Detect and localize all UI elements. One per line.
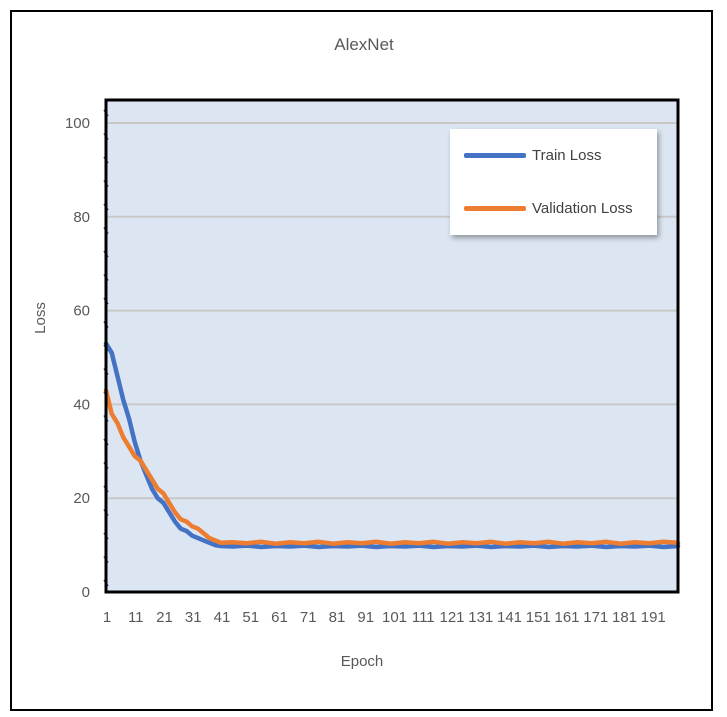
legend-item-train: Train Loss	[464, 145, 601, 165]
plot-border	[104, 98, 680, 594]
y-tick-label: 100	[65, 115, 90, 132]
y-tick-label: 80	[73, 209, 90, 226]
x-axis-ticks: 1 11 21 31 41 51 61 71 81 91 101 111 121 131 141 151 161…	[103, 609, 666, 626]
series-line-validation-loss	[103, 388, 681, 546]
x-tick-label: 181	[612, 609, 637, 626]
y-tick-label: 20	[73, 490, 90, 507]
x-tick-label: 91	[357, 609, 374, 626]
x-tick-label: 11	[128, 609, 144, 626]
legend-label-validation: Validation Loss	[532, 199, 633, 217]
x-tick-label: 111	[412, 609, 435, 626]
x-tick-label: 101	[382, 609, 407, 626]
x-tick-label: 1	[103, 609, 111, 626]
y-axis-ticks: 0 20 40 60 80 100	[65, 115, 90, 601]
x-tick-label: 61	[271, 609, 288, 626]
legend-swatch-train	[464, 152, 526, 158]
legend: Train Loss Validation Loss	[450, 129, 657, 235]
series-line-train-loss	[103, 341, 681, 550]
x-tick-label: 141	[497, 609, 522, 626]
y-tick-label: 60	[73, 303, 90, 320]
x-tick-label: 171	[583, 609, 608, 626]
chart-title: AlexNet	[334, 35, 394, 54]
x-tick-label: 71	[300, 609, 317, 626]
legend-swatch-validation	[464, 205, 526, 211]
legend-item-validation: Validation Loss	[464, 198, 633, 218]
x-tick-label: 131	[468, 609, 493, 626]
x-tick-label: 31	[185, 609, 202, 626]
x-tick-label: 151	[526, 609, 551, 626]
legend-label-train: Train Loss	[532, 146, 602, 164]
x-tick-label: 51	[242, 609, 259, 626]
x-tick-label: 41	[214, 609, 231, 626]
y-tick-label: 0	[82, 584, 90, 601]
x-tick-label: 161	[554, 609, 579, 626]
x-tick-label: 81	[329, 609, 346, 626]
series-lines	[103, 341, 681, 550]
x-axis-title: Epoch	[341, 653, 384, 670]
x-tick-label: 21	[156, 609, 173, 626]
x-tick-label: 121	[439, 609, 464, 626]
y-tick-label: 40	[73, 396, 90, 413]
y-axis-title: Loss	[32, 302, 49, 334]
x-tick-label: 191	[641, 609, 666, 626]
